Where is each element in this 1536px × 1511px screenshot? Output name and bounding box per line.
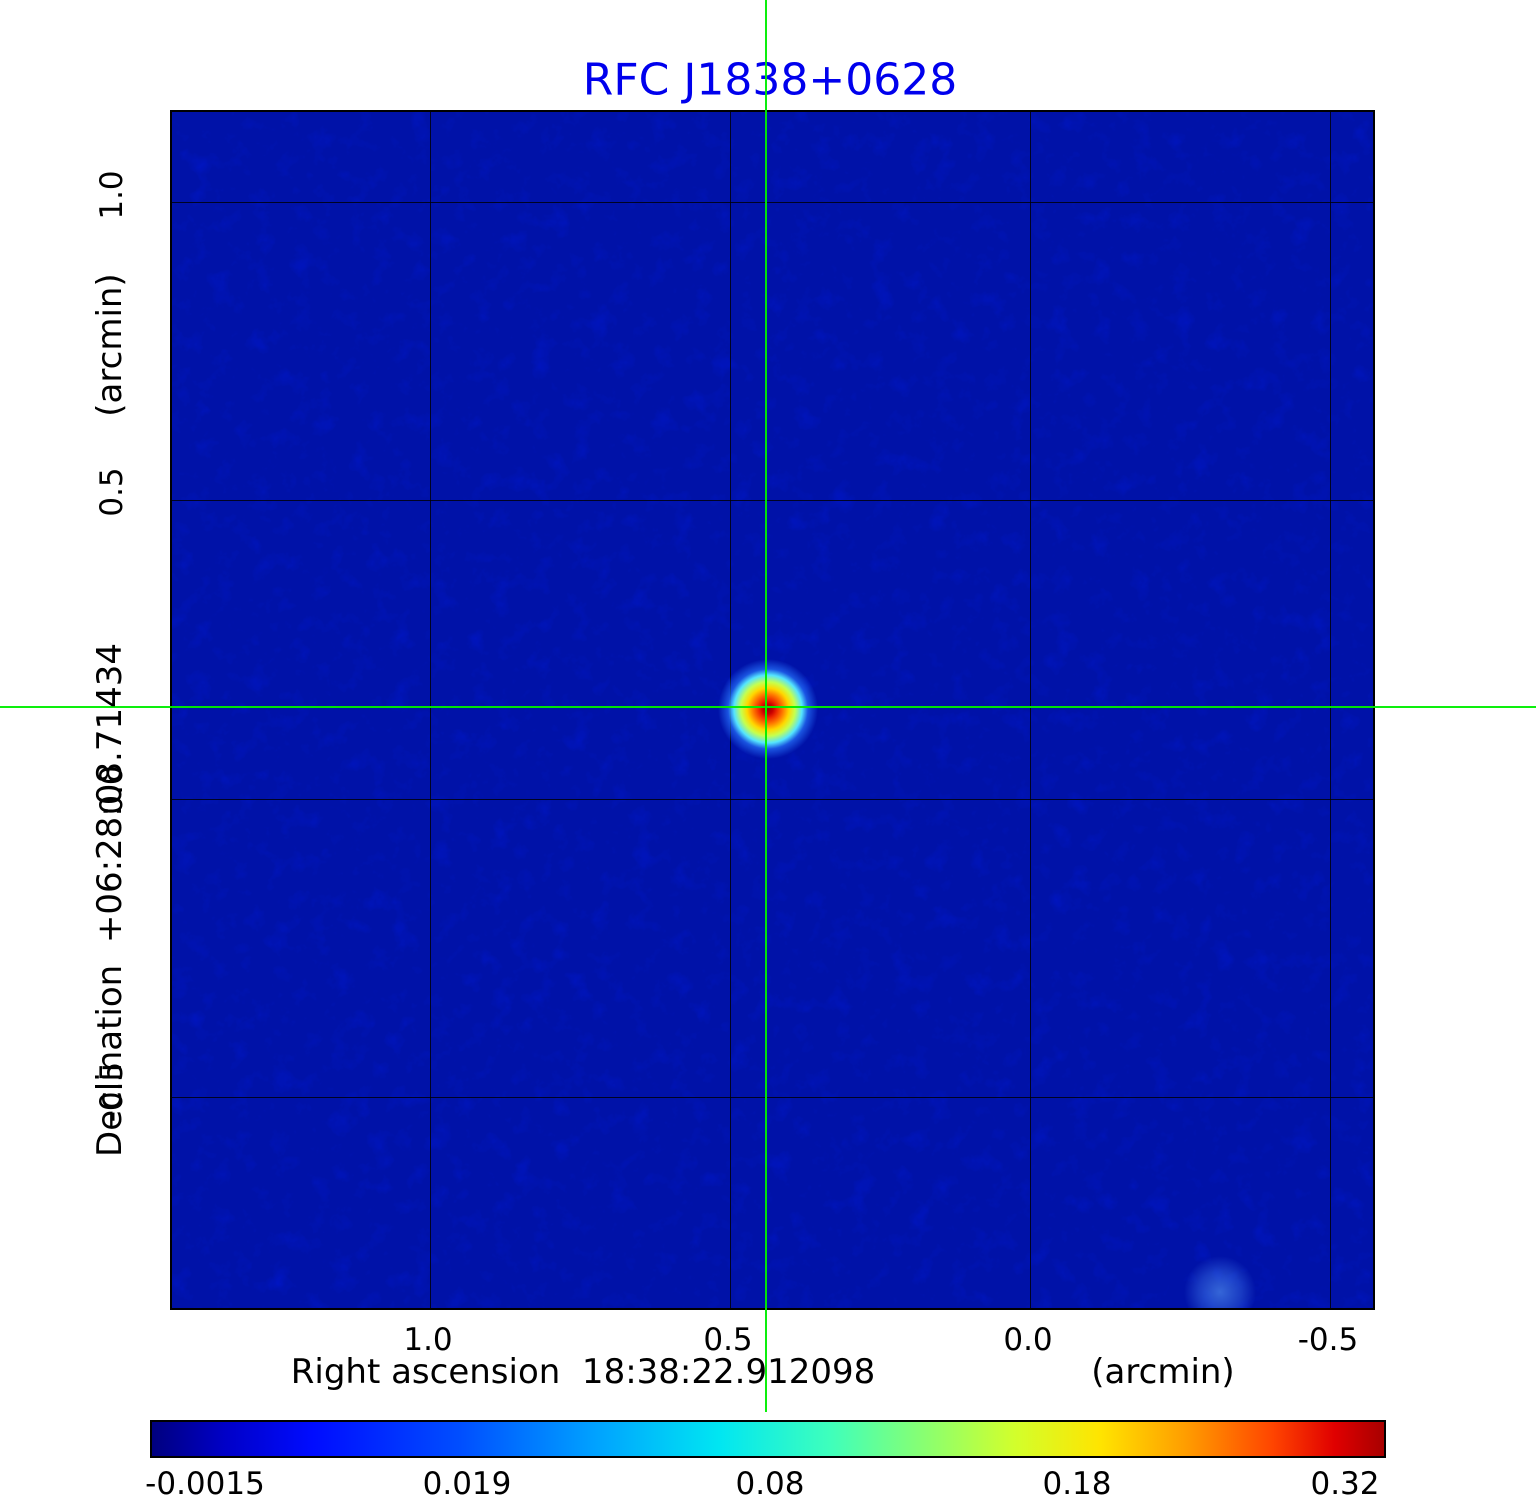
grid-line-y--0.5 xyxy=(172,1097,1373,1098)
colorbar-tick-label-max: 0.32 xyxy=(1310,1466,1380,1502)
x-tick-label-0.5: 0.5 xyxy=(703,1322,753,1358)
colorbar-tick-label-mid: 0.08 xyxy=(735,1466,805,1502)
grid-line-x-1.0 xyxy=(430,112,431,1308)
grid-line-x--0.5 xyxy=(1330,112,1331,1308)
colorbar-tick-label-2: 0.019 xyxy=(422,1466,512,1502)
plot-area xyxy=(170,110,1375,1310)
x-axis-unit-label: (arcmin) xyxy=(1091,1352,1235,1392)
crosshair-horizontal-line xyxy=(0,706,1536,708)
x-tick-label--0.5: -0.5 xyxy=(1297,1322,1359,1358)
grid-line-y-1.0 xyxy=(172,202,1373,203)
radio-source-blob xyxy=(718,659,818,759)
grid-line-y-0.5 xyxy=(172,500,1373,501)
x-axis-title: Right ascension 18:38:22.912098 xyxy=(290,1352,876,1392)
colorbar-tick-label-4: 0.18 xyxy=(1042,1466,1112,1502)
grid-line-x-0.0 xyxy=(1030,112,1031,1308)
y-axis-unit-label: (arcmin) xyxy=(90,273,130,417)
x-tick-label-1.0: 1.0 xyxy=(403,1322,453,1358)
y-tick-label-0.5: 0.5 xyxy=(94,467,130,517)
colorbar-tick-label-min: -0.0015 xyxy=(145,1466,265,1502)
grid-line-y-0.0 xyxy=(172,799,1373,800)
y-axis-title: Declination +06:28:08.71434 xyxy=(90,643,130,1157)
x-tick-label-0.0: 0.0 xyxy=(1003,1322,1053,1358)
figure-title: RFC J1838+0628 xyxy=(582,54,958,106)
colorbar-gradient xyxy=(150,1420,1386,1458)
y-tick-label-1.0: 1.0 xyxy=(94,170,130,220)
